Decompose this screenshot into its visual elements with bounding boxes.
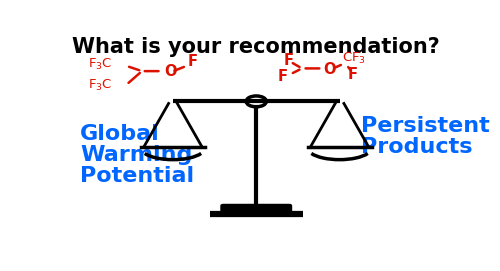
Text: F: F <box>188 54 198 69</box>
Text: Global
Warming
Potential: Global Warming Potential <box>80 124 194 186</box>
Text: $\mathsf{F_3C}$: $\mathsf{F_3C}$ <box>88 57 112 72</box>
Text: Persistent
Products: Persistent Products <box>361 116 490 157</box>
Text: O: O <box>324 62 336 76</box>
Text: $\mathsf{CF_3}$: $\mathsf{CF_3}$ <box>342 51 365 66</box>
Text: F: F <box>278 69 287 84</box>
Text: O: O <box>164 64 176 79</box>
Text: What is your recommendation?: What is your recommendation? <box>72 37 440 57</box>
Text: $\mathsf{F_3C}$: $\mathsf{F_3C}$ <box>88 78 112 93</box>
Text: F: F <box>284 53 294 68</box>
Text: F: F <box>348 67 358 82</box>
FancyBboxPatch shape <box>221 204 292 213</box>
